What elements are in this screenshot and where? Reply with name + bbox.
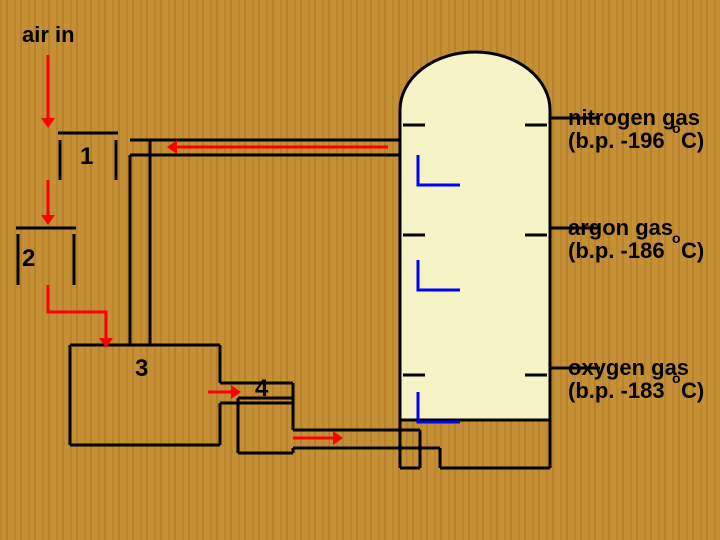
label-nitro_sup: o [672, 120, 681, 136]
diagram-stage: air in1234nitrogen gas(b.p. -196oC)argon… [0, 0, 720, 540]
label-argon_l2b: C) [681, 238, 704, 263]
label-num3: 3 [135, 355, 148, 383]
flow-arrow-head [167, 140, 177, 154]
label-num4: 4 [255, 375, 268, 403]
label-oxy_l1: oxygen gas [568, 355, 689, 380]
diagram-svg [0, 0, 720, 540]
label-argon_sup: o [672, 230, 681, 246]
flow-arrow-head [41, 215, 55, 225]
flow-arrow [48, 285, 106, 345]
label-oxy_l2: (b.p. -183 [568, 378, 665, 403]
label-num1: 1 [80, 143, 93, 171]
label-num2: 2 [22, 245, 35, 273]
label-oxy_l2b: C) [681, 378, 704, 403]
label-air_in: air in [22, 22, 75, 47]
flow-arrow-head [41, 118, 55, 128]
label-oxy_sup: o [672, 370, 681, 386]
label-nitro_l2b: C) [681, 128, 704, 153]
label-argon_l1: argon gas [568, 215, 673, 240]
label-argon_l2: (b.p. -186 [568, 238, 665, 263]
label-nitro_l2: (b.p. -196 [568, 128, 665, 153]
flow-arrow-head [333, 431, 343, 445]
